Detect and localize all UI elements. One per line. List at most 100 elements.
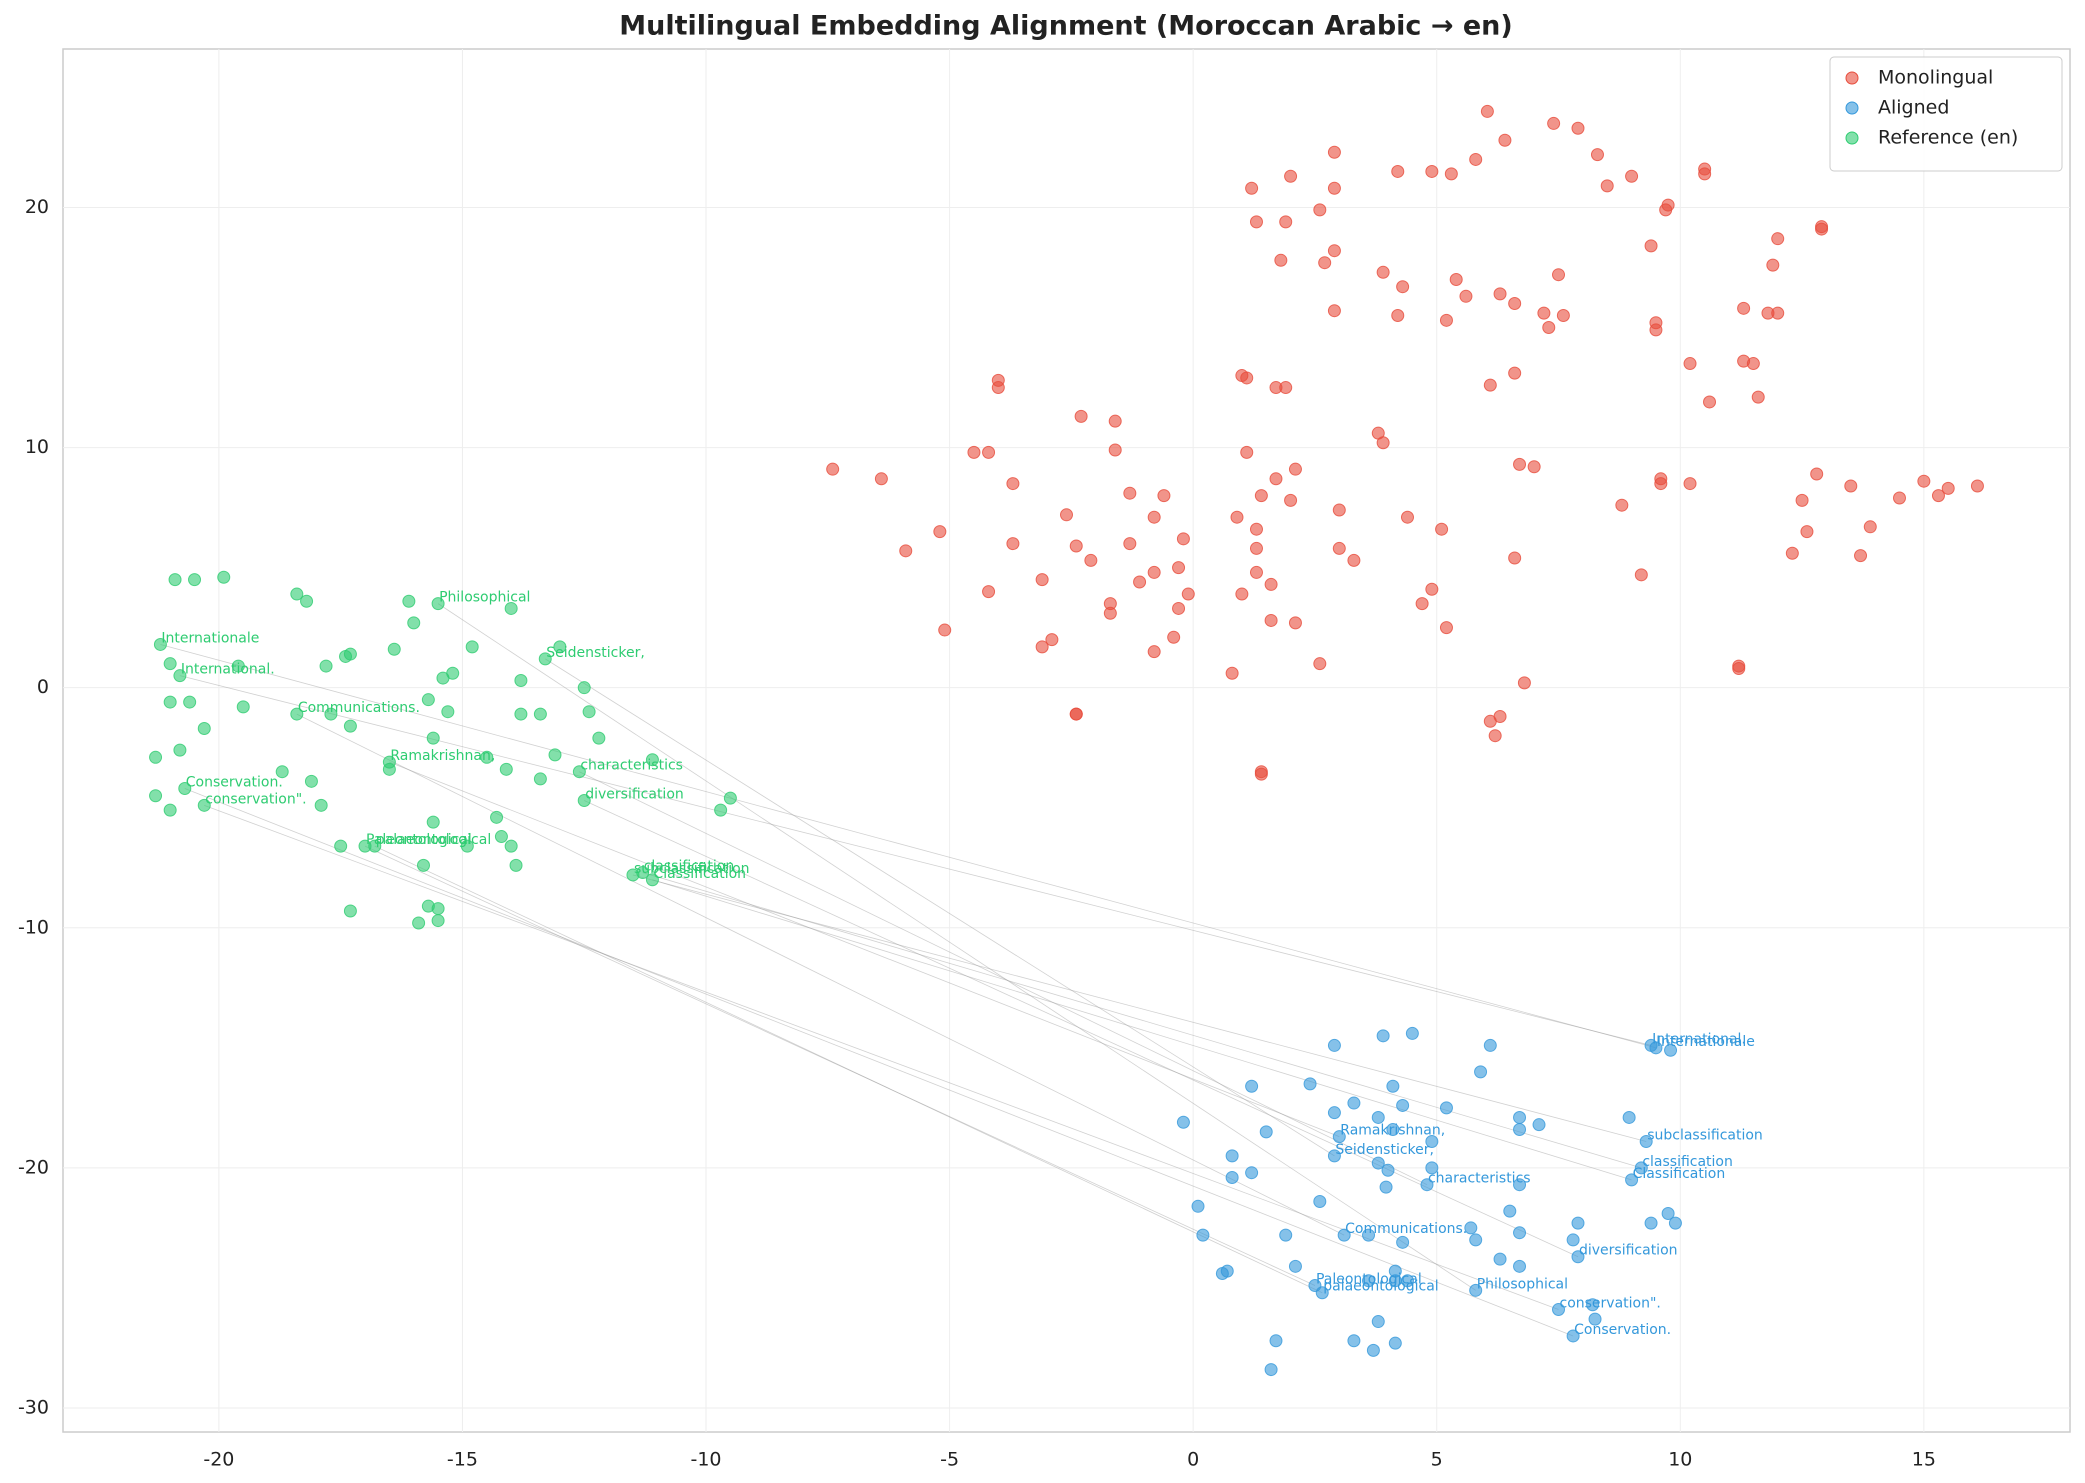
reference-word-label: Seidensticker,: [546, 645, 645, 661]
point: [1566, 1233, 1580, 1247]
point: [431, 597, 445, 611]
point: [1215, 1267, 1229, 1281]
point: [1513, 457, 1527, 471]
point: [1371, 1315, 1385, 1329]
point: [1542, 321, 1556, 335]
point: [1590, 148, 1604, 162]
point: [1415, 597, 1429, 611]
point: [1313, 203, 1327, 217]
alignment-link: [389, 761, 1340, 1138]
point: [1425, 1161, 1439, 1175]
point: [1396, 280, 1410, 294]
point: [967, 445, 981, 459]
alignment-link: [296, 713, 1345, 1236]
point: [197, 721, 211, 735]
point: [1347, 1334, 1361, 1348]
reference-word-label: Conservation.: [186, 775, 283, 791]
labels: Philosophical Philosophical Seidensticker,…: [161, 590, 1762, 1338]
x-tick-label: -20: [203, 1449, 234, 1471]
point: [1449, 273, 1463, 286]
point: [1435, 522, 1449, 536]
alignment-link: [579, 771, 1428, 1186]
alignment-link: [632, 874, 1647, 1142]
links: [160, 603, 1657, 1337]
point: [1362, 1274, 1376, 1288]
point: [1181, 587, 1195, 601]
alignment-link: [204, 804, 1559, 1310]
point: [1103, 606, 1117, 620]
point: [1176, 1115, 1190, 1129]
point: [1279, 381, 1293, 395]
point: [460, 839, 474, 853]
point: [173, 669, 187, 683]
point: [1347, 553, 1361, 567]
point: [168, 573, 182, 587]
point: [577, 794, 591, 808]
point: [1315, 1286, 1329, 1300]
reference-word-label: Classification: [653, 866, 746, 882]
point: [314, 798, 328, 812]
point: [982, 585, 996, 599]
point: [1327, 304, 1341, 318]
aligned-word-label: conservation".: [1560, 1296, 1661, 1312]
x-tick-label: 10: [1668, 1449, 1692, 1471]
point: [548, 748, 562, 762]
point: [1371, 1110, 1385, 1124]
point: [1264, 613, 1278, 627]
point: [1386, 1122, 1400, 1136]
point: [1167, 630, 1181, 644]
reference-word-label: Paleontological: [366, 832, 472, 848]
point: [382, 762, 396, 776]
point: [431, 902, 445, 916]
point: [1513, 1178, 1527, 1192]
point: [1264, 577, 1278, 591]
reference-word-label: palaeontological: [376, 832, 491, 848]
point: [1537, 306, 1551, 320]
point: [304, 774, 318, 788]
point: [412, 916, 426, 930]
point: [231, 659, 245, 673]
point: [1863, 520, 1877, 534]
point: [1425, 164, 1439, 178]
point: [319, 659, 333, 673]
point: [1108, 414, 1122, 428]
alignment-link: [184, 788, 1574, 1337]
point: [1006, 537, 1020, 551]
point: [217, 570, 231, 584]
point: [1931, 489, 1945, 503]
reference-word-label: conservation".: [205, 791, 306, 807]
point: [153, 637, 167, 651]
point: [1069, 539, 1083, 553]
point: [300, 594, 314, 608]
point: [1074, 409, 1088, 423]
alignment-link: [179, 675, 1652, 1046]
point: [1249, 565, 1263, 579]
point: [1464, 1221, 1478, 1235]
point: [1284, 169, 1298, 183]
point: [1698, 167, 1712, 181]
point: [1362, 1228, 1376, 1242]
point: [899, 544, 913, 558]
point: [826, 462, 840, 476]
point: [1439, 313, 1453, 327]
point: [1795, 493, 1809, 507]
point: [1123, 537, 1137, 551]
point: [431, 914, 445, 928]
point: [1480, 104, 1494, 118]
point: [149, 789, 163, 803]
point: [1376, 265, 1390, 279]
point: [324, 707, 338, 721]
point: [1288, 616, 1302, 630]
point: [1084, 553, 1098, 567]
reference-word-label: characteristics: [580, 758, 683, 774]
point: [1381, 1163, 1395, 1177]
point: [1191, 1199, 1205, 1213]
point: [1556, 309, 1570, 323]
point: [1254, 767, 1268, 781]
point: [1493, 1252, 1507, 1266]
point: [645, 873, 659, 887]
point: [1459, 289, 1473, 303]
point: [368, 839, 382, 853]
point: [1379, 1180, 1393, 1194]
point: [1376, 1029, 1390, 1043]
